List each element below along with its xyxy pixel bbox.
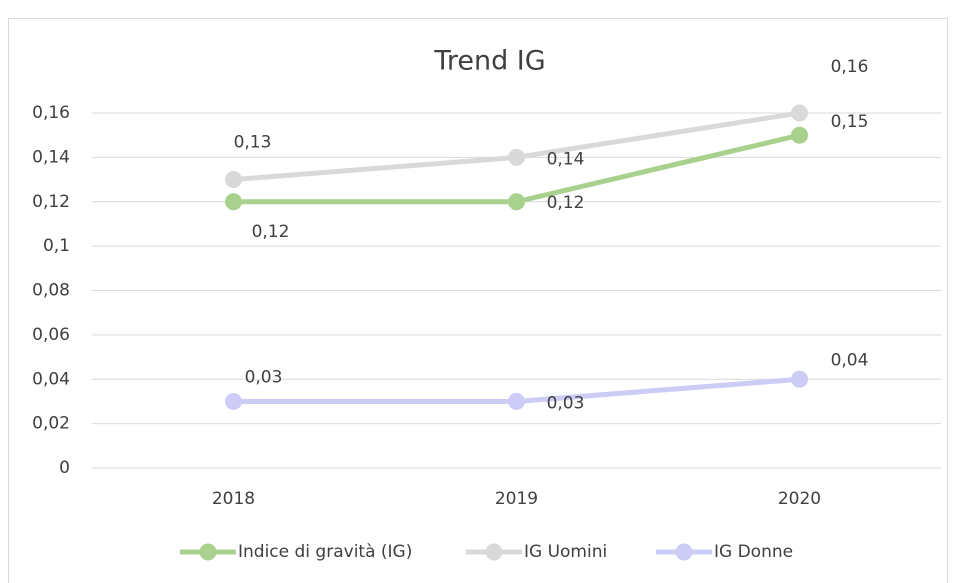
legend-marker	[485, 543, 503, 561]
data-point	[791, 104, 808, 122]
data-label: 0,15	[831, 112, 869, 132]
y-tick-label: 0,06	[32, 325, 70, 345]
data-label: 0,04	[831, 350, 869, 370]
data-point	[225, 392, 242, 410]
legend-marker	[199, 543, 217, 561]
y-tick-label: 0,08	[32, 281, 70, 301]
x-tick-label: 2018	[212, 489, 255, 509]
data-point	[791, 370, 808, 388]
data-label: 0,14	[547, 149, 585, 169]
data-point	[791, 126, 808, 144]
legend-label: IG Donne	[714, 542, 793, 562]
legend-label: IG Uomini	[524, 542, 607, 562]
y-tick-label: 0,04	[32, 369, 70, 389]
x-tick-label: 2020	[778, 489, 821, 509]
y-tick-label: 0,12	[32, 192, 70, 212]
y-tick-label: 0,02	[32, 414, 70, 434]
data-point	[508, 193, 525, 211]
data-label: 0,03	[245, 367, 283, 387]
y-tick-label: 0	[59, 458, 70, 478]
data-label: 0,12	[547, 193, 585, 213]
data-point	[225, 171, 242, 189]
data-label: 0,16	[831, 57, 869, 77]
x-tick-label: 2019	[495, 489, 538, 509]
data-point	[508, 392, 525, 410]
y-tick-label: 0,1	[43, 236, 70, 256]
y-tick-label: 0,14	[32, 147, 70, 167]
chart-title: Trend IG	[433, 46, 545, 77]
legend-label: Indice di gravità (IG)	[238, 542, 412, 562]
legend-marker	[675, 543, 693, 561]
y-tick-label: 0,16	[32, 103, 70, 123]
data-label: 0,12	[252, 222, 290, 242]
data-label: 0,13	[234, 133, 272, 153]
data-label: 0,03	[547, 393, 585, 413]
data-point	[508, 148, 525, 166]
data-point	[225, 193, 242, 211]
